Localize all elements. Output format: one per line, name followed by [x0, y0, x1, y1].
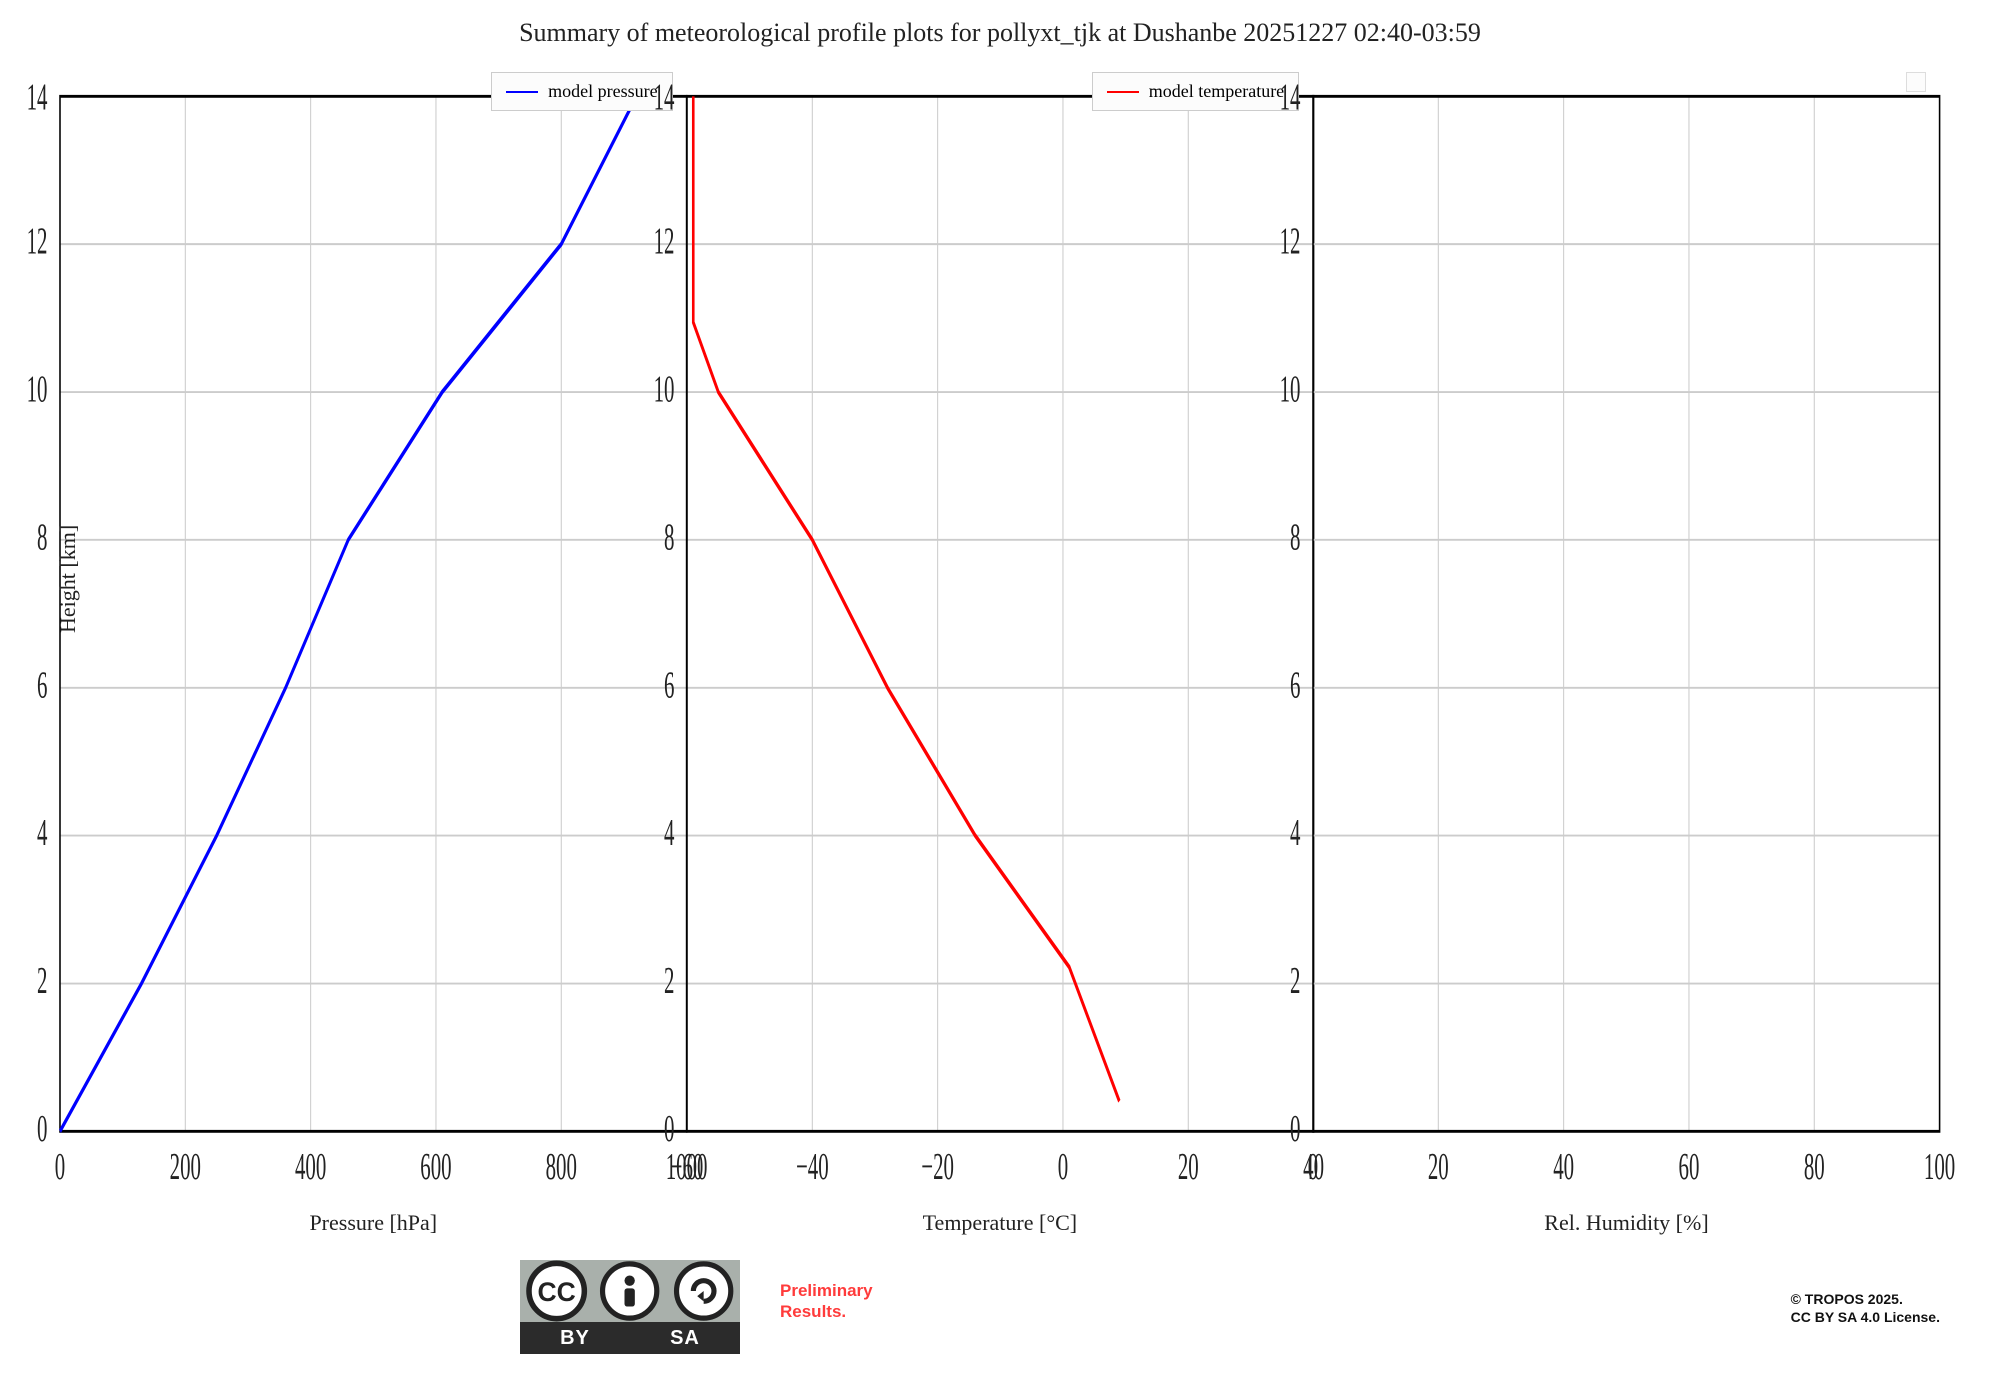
humidity-xlabel: Rel. Humidity [%]	[1313, 1210, 1940, 1236]
temperature-line[interactable]	[693, 96, 1119, 1101]
humidity-axes-box	[1313, 96, 1940, 1131]
humidity-empty-legend-box[interactable]	[1906, 72, 1926, 92]
pressure-xtick-labels: 0 200 400 600 800 1000	[55, 1146, 708, 1188]
pressure-gridlines-vertical	[185, 96, 686, 1131]
svg-text:0: 0	[55, 1146, 65, 1188]
svg-text:80: 80	[1804, 1146, 1825, 1188]
svg-text:0: 0	[664, 1107, 674, 1149]
svg-text:−20: −20	[921, 1146, 954, 1188]
temperature-axes-box	[687, 96, 1314, 1131]
svg-text:400: 400	[295, 1146, 326, 1188]
svg-text:200: 200	[170, 1146, 201, 1188]
cc-circle-icon: CC	[520, 1260, 593, 1322]
panel-temperature: −60 −40 −20 0 20 40 0 2 4 6 8 10 12 14 m…	[687, 58, 1314, 1208]
svg-text:60: 60	[1679, 1146, 1700, 1188]
svg-text:4: 4	[664, 812, 674, 854]
pressure-ylabel: Height [km]	[55, 525, 81, 633]
humidity-xtick-labels: 0 20 40 60 80 100	[1308, 1146, 1955, 1188]
svg-text:4: 4	[37, 812, 47, 854]
temperature-gridlines-horizontal	[687, 96, 1314, 1131]
humidity-plot-svg: 0 20 40 60 80 100 0 2 4 6 8 10 12 14	[1313, 58, 1940, 1208]
svg-text:6: 6	[37, 664, 47, 706]
temperature-axislabel-wrap: Temperature [°C]	[687, 1204, 1314, 1236]
temperature-legend-swatch	[1107, 91, 1139, 93]
svg-text:12: 12	[27, 220, 48, 262]
svg-text:12: 12	[1280, 220, 1301, 262]
preliminary-results-text: Preliminary Results.	[780, 1280, 873, 1323]
svg-text:6: 6	[1290, 664, 1300, 706]
humidity-gridlines-horizontal	[1313, 96, 1940, 1131]
svg-text:20: 20	[1428, 1146, 1449, 1188]
pressure-axislabel-wrap: Pressure [hPa]	[60, 1204, 687, 1236]
pressure-gridlines-horizontal	[60, 96, 687, 1131]
svg-text:20: 20	[1177, 1146, 1198, 1188]
footer-row: CC BY SA Preliminary	[0, 1250, 2000, 1390]
svg-text:6: 6	[664, 664, 674, 706]
svg-text:2: 2	[664, 960, 674, 1002]
temperature-gridlines-vertical	[812, 96, 1188, 1131]
svg-text:CC: CC	[537, 1277, 575, 1307]
cc-letters-row: BY SA	[520, 1322, 740, 1354]
chart-panels-row: 0 200 400 600 800 1000 0 2 4 6 8 10 12 1…	[0, 58, 2000, 1208]
svg-text:14: 14	[1280, 76, 1301, 118]
svg-text:600: 600	[420, 1146, 451, 1188]
temperature-legend-label: model temperature	[1149, 81, 1284, 102]
cc-attribution-icon	[593, 1260, 666, 1322]
pressure-plot-svg: 0 200 400 600 800 1000 0 2 4 6 8 10 12 1…	[60, 58, 687, 1208]
svg-text:−40: −40	[796, 1146, 829, 1188]
panel-pressure: 0 200 400 600 800 1000 0 2 4 6 8 10 12 1…	[60, 58, 687, 1208]
svg-text:2: 2	[37, 960, 47, 1002]
chart-title: Summary of meteorological profile plots …	[0, 18, 2000, 48]
cc-letter-sa: SA	[630, 1322, 740, 1354]
svg-text:0: 0	[1057, 1146, 1067, 1188]
temperature-xlabel: Temperature [°C]	[687, 1210, 1314, 1236]
cc-letter-by: BY	[520, 1322, 630, 1354]
svg-text:8: 8	[1290, 516, 1300, 558]
cc-license-badge[interactable]: CC BY SA	[520, 1260, 740, 1354]
svg-text:14: 14	[27, 76, 48, 118]
svg-text:8: 8	[664, 516, 674, 558]
svg-text:2: 2	[1290, 960, 1300, 1002]
svg-text:14: 14	[653, 76, 674, 118]
pressure-axes-box	[60, 96, 687, 1131]
svg-text:10: 10	[27, 368, 48, 410]
svg-text:4: 4	[1290, 812, 1300, 854]
svg-text:−60: −60	[670, 1146, 703, 1188]
axis-labels-row: Pressure [hPa] Temperature [°C] Rel. Hum…	[0, 1204, 2000, 1236]
pressure-legend-label: model pressure	[548, 81, 657, 102]
svg-text:40: 40	[1553, 1146, 1574, 1188]
temperature-plot-svg: −60 −40 −20 0 20 40 0 2 4 6 8 10 12 14	[687, 58, 1314, 1208]
pressure-ytick-labels: 0 2 4 6 8 10 12 14	[27, 76, 48, 1149]
humidity-gridlines-vertical	[1439, 96, 1815, 1131]
pressure-legend: model pressure	[491, 72, 672, 111]
svg-text:10: 10	[653, 368, 674, 410]
svg-text:0: 0	[1290, 1107, 1300, 1149]
cc-sharealike-icon	[667, 1260, 740, 1322]
svg-text:100: 100	[1924, 1146, 1955, 1188]
pressure-line[interactable]	[60, 96, 636, 1131]
svg-text:10: 10	[1280, 368, 1301, 410]
humidity-axislabel-wrap: Rel. Humidity [%]	[1313, 1204, 1940, 1236]
svg-text:0: 0	[37, 1107, 47, 1149]
panel-humidity: 0 20 40 60 80 100 0 2 4 6 8 10 12 14	[1313, 58, 1940, 1208]
temperature-xtick-labels: −60 −40 −20 0 20 40	[670, 1146, 1323, 1188]
svg-text:8: 8	[37, 516, 47, 558]
svg-text:800: 800	[546, 1146, 577, 1188]
pressure-xlabel: Pressure [hPa]	[60, 1210, 687, 1236]
pressure-legend-swatch	[506, 91, 538, 93]
svg-text:12: 12	[653, 220, 674, 262]
copyright-text: © TROPOS 2025. CC BY SA 4.0 License.	[1791, 1290, 1940, 1326]
temperature-legend: model temperature	[1092, 72, 1299, 111]
cc-icons-row: CC	[520, 1260, 740, 1322]
svg-text:0: 0	[1308, 1146, 1318, 1188]
